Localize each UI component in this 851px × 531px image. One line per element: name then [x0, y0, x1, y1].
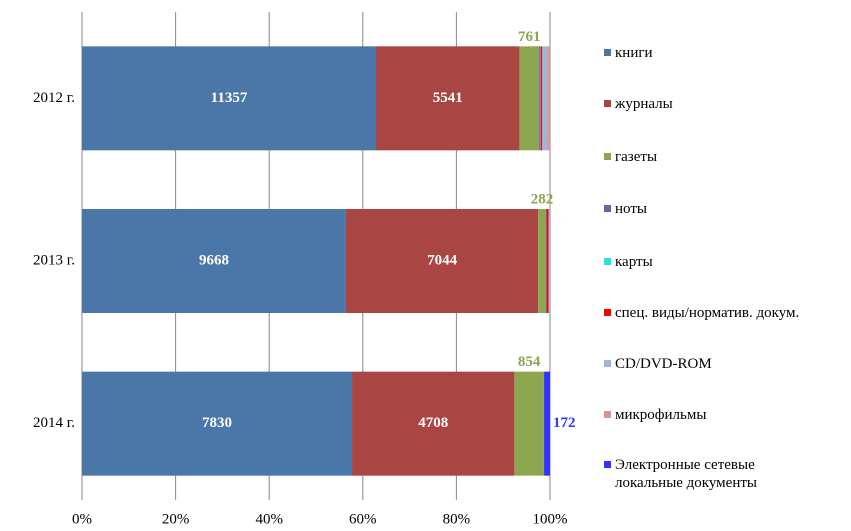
bar-segment: [345, 209, 539, 313]
x-tick-label: 80%: [443, 511, 471, 527]
bar-segment: [542, 46, 548, 151]
x-tick-label: 40%: [255, 511, 283, 527]
legend-label: книги: [615, 45, 653, 61]
x-tick-label: 20%: [162, 511, 190, 527]
y-tick-label: 2012 г.: [33, 90, 75, 106]
legend-entry: CD/DVD-ROM: [604, 355, 815, 373]
legend-swatch: [604, 205, 611, 212]
legend-label: газеты: [615, 149, 658, 165]
legend-swatch: [604, 461, 611, 468]
legend-label: CD/DVD-ROM: [615, 356, 712, 372]
bar-segment: [82, 46, 376, 151]
legend-label: микрофильмы: [615, 407, 707, 423]
legend-label: карты: [615, 254, 653, 270]
bar-segment: [547, 46, 550, 151]
x-tick-label: 100%: [533, 511, 568, 527]
bar-segment: [82, 209, 346, 313]
bar-segment: [352, 371, 515, 476]
data-label: 7830: [202, 415, 232, 431]
legend-swatch: [604, 309, 611, 316]
data-label: 282: [531, 191, 554, 207]
x-tick-label: 0%: [72, 511, 92, 527]
legend-entry: книги: [604, 44, 815, 62]
data-label: 11357: [211, 90, 248, 106]
legend-swatch: [604, 258, 611, 265]
bar-segment: [540, 46, 543, 151]
bar-segment: [544, 371, 550, 476]
bar-segment: [546, 209, 549, 313]
legend-entry: журналы: [604, 95, 815, 113]
bar-segment: [82, 371, 353, 476]
legend-entry: Электронные сетевые локальные документы: [604, 456, 815, 492]
y-tick-label: 2013 г.: [33, 252, 75, 268]
bar-segment: [539, 46, 541, 151]
bar-segment: [375, 46, 520, 151]
legend-swatch: [604, 49, 611, 56]
legend-entry: карты: [604, 253, 815, 271]
data-label: 9668: [199, 252, 229, 268]
legend-swatch: [604, 411, 611, 418]
y-tick-label: 2014 г.: [33, 415, 75, 431]
legend-label: ноты: [615, 201, 647, 217]
data-label: 5541: [433, 90, 463, 106]
data-label: 854: [518, 354, 541, 370]
bar-segment: [548, 209, 550, 313]
legend-label: спец. виды/норматив. докум.: [615, 305, 800, 321]
bar-segment: [545, 209, 547, 313]
legend-entry: газеты: [604, 148, 815, 166]
legend-swatch: [604, 100, 611, 107]
data-label: 172: [553, 415, 576, 431]
bar-segment: [549, 209, 550, 313]
legend-swatch: [604, 360, 611, 367]
data-label: 4708: [418, 415, 448, 431]
bar-segment: [538, 209, 546, 313]
legend-entry: микрофильмы: [604, 406, 815, 424]
bar-segment: [514, 371, 544, 476]
legend-swatch: [604, 153, 611, 160]
legend-entry: спец. виды/норматив. докум.: [604, 304, 815, 322]
data-label: 7044: [427, 252, 458, 268]
legend-label: Электронные сетевые локальные документы: [615, 457, 757, 491]
legend-label: журналы: [615, 96, 673, 112]
data-label: 761: [518, 29, 541, 45]
x-tick-label: 60%: [349, 511, 377, 527]
legend-entry: ноты: [604, 200, 815, 218]
bar-segment: [519, 46, 540, 151]
